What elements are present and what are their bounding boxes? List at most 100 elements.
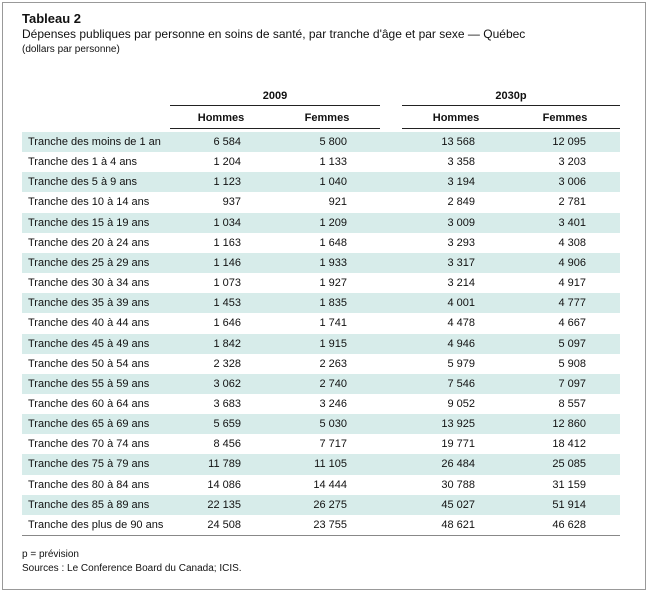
cell: 12 860 — [552, 418, 586, 431]
cell: 4 917 — [558, 277, 586, 290]
cell: 1 933 — [319, 256, 347, 269]
row-label: Tranche des 35 à 39 ans — [28, 297, 150, 310]
cell: 4 478 — [447, 317, 475, 330]
row-stripe — [22, 494, 620, 515]
cell: 5 979 — [447, 357, 475, 370]
row-label: Tranche des 75 à 79 ans — [28, 458, 150, 471]
row-label: Tranche des 80 à 84 ans — [28, 478, 150, 491]
cell: 1 927 — [319, 277, 347, 290]
cell: 26 275 — [313, 498, 347, 511]
cell: 3 062 — [213, 377, 241, 390]
cell: 1 123 — [213, 176, 241, 189]
cell: 4 308 — [558, 236, 586, 249]
cell: 22 135 — [207, 498, 241, 511]
column-header: Hommes — [432, 112, 480, 124]
cell: 51 914 — [552, 498, 586, 511]
row-label: Tranche des 25 à 29 ans — [28, 256, 150, 269]
cell: 1 073 — [213, 277, 241, 290]
cell: 2 849 — [447, 196, 475, 209]
cell: 1 133 — [319, 156, 347, 169]
row-stripe — [22, 333, 620, 354]
cell: 3 194 — [447, 176, 475, 189]
cell: 921 — [328, 196, 347, 209]
row-label: Tranche des 65 à 69 ans — [28, 418, 150, 431]
cell: 1 034 — [213, 216, 241, 229]
group-rule — [170, 105, 380, 106]
column-header: Hommes — [197, 112, 245, 124]
unit: (dollars par personne) — [22, 44, 120, 55]
cell: 2 328 — [213, 357, 241, 370]
row-stripe — [22, 293, 620, 314]
row-label: Tranche des 5 à 9 ans — [28, 176, 138, 189]
column-header: Femmes — [542, 112, 588, 124]
note: p = prévision — [22, 549, 79, 560]
cell: 1 163 — [213, 236, 241, 249]
cell: 14 086 — [207, 478, 241, 491]
cell: 23 755 — [313, 518, 347, 531]
cell: 3 401 — [558, 216, 586, 229]
cell: 1 646 — [213, 317, 241, 330]
column-header: Femmes — [304, 112, 350, 124]
row-label: Tranche des 20 à 24 ans — [28, 236, 150, 249]
cell: 3 009 — [447, 216, 475, 229]
cell: 48 621 — [441, 518, 475, 531]
cell: 4 001 — [447, 297, 475, 310]
cell: 4 777 — [558, 297, 586, 310]
cell: 1 835 — [319, 297, 347, 310]
cell: 3 246 — [319, 397, 347, 410]
cell: 5 030 — [319, 418, 347, 431]
header-rule — [170, 128, 380, 129]
cell: 11 105 — [314, 458, 347, 471]
cell: 26 484 — [441, 458, 475, 471]
row-label: Tranche des moins de 1 an — [28, 136, 161, 148]
group-header: 2030p — [495, 90, 527, 102]
group-header: 2009 — [262, 90, 288, 102]
row-label: Tranche des 30 à 34 ans — [28, 277, 150, 290]
header-rule — [402, 128, 620, 129]
cell: 5 908 — [558, 357, 586, 370]
subtitle: Dépenses publiques par personne en soins… — [22, 27, 526, 41]
cell: 1 915 — [319, 337, 347, 350]
cell: 3 203 — [558, 156, 586, 169]
cell: 6 584 — [213, 136, 241, 148]
cell: 2 740 — [319, 377, 347, 390]
cell: 1 741 — [319, 317, 347, 330]
cell: 7 717 — [319, 438, 347, 451]
row-label: Tranche des 1 à 4 ans — [28, 156, 138, 169]
cell: 30 788 — [441, 478, 475, 491]
row-label: Tranche des 45 à 49 ans — [28, 337, 150, 350]
cell: 46 628 — [552, 518, 586, 531]
row-stripe — [22, 373, 620, 394]
row-label: Tranche des 15 à 19 ans — [28, 216, 150, 229]
cell: 1 453 — [213, 297, 241, 310]
cell: 7 546 — [447, 377, 475, 390]
cell: 5 659 — [213, 418, 241, 431]
cell: 2 781 — [558, 196, 586, 209]
row-label: Tranche des 50 à 54 ans — [28, 357, 150, 370]
row-label: Tranche des 85 à 89 ans — [28, 498, 150, 511]
cell: 1 146 — [213, 256, 241, 269]
cell: 3 683 — [213, 397, 241, 410]
row-stripe — [22, 172, 620, 193]
cell: 13 568 — [441, 136, 475, 148]
cell: 19 771 — [441, 438, 475, 451]
cell: 1 842 — [213, 337, 241, 350]
row-stripe — [22, 414, 620, 435]
row-stripe — [22, 212, 620, 233]
cell: 18 412 — [552, 438, 586, 451]
row-stripe — [22, 252, 620, 274]
row-label: Tranche des 10 à 14 ans — [28, 196, 150, 209]
cell: 7 097 — [558, 377, 586, 390]
row-stripe — [22, 132, 620, 153]
cell: 3 358 — [447, 156, 475, 169]
cell: 25 085 — [552, 458, 586, 471]
cell: 8 557 — [558, 397, 586, 410]
cell: 3 214 — [447, 277, 475, 290]
group-rule — [402, 105, 620, 106]
cell: 1 204 — [213, 156, 241, 169]
cell: 1 040 — [319, 176, 347, 189]
cell: 13 925 — [441, 418, 475, 431]
cell: 3 293 — [447, 236, 475, 249]
